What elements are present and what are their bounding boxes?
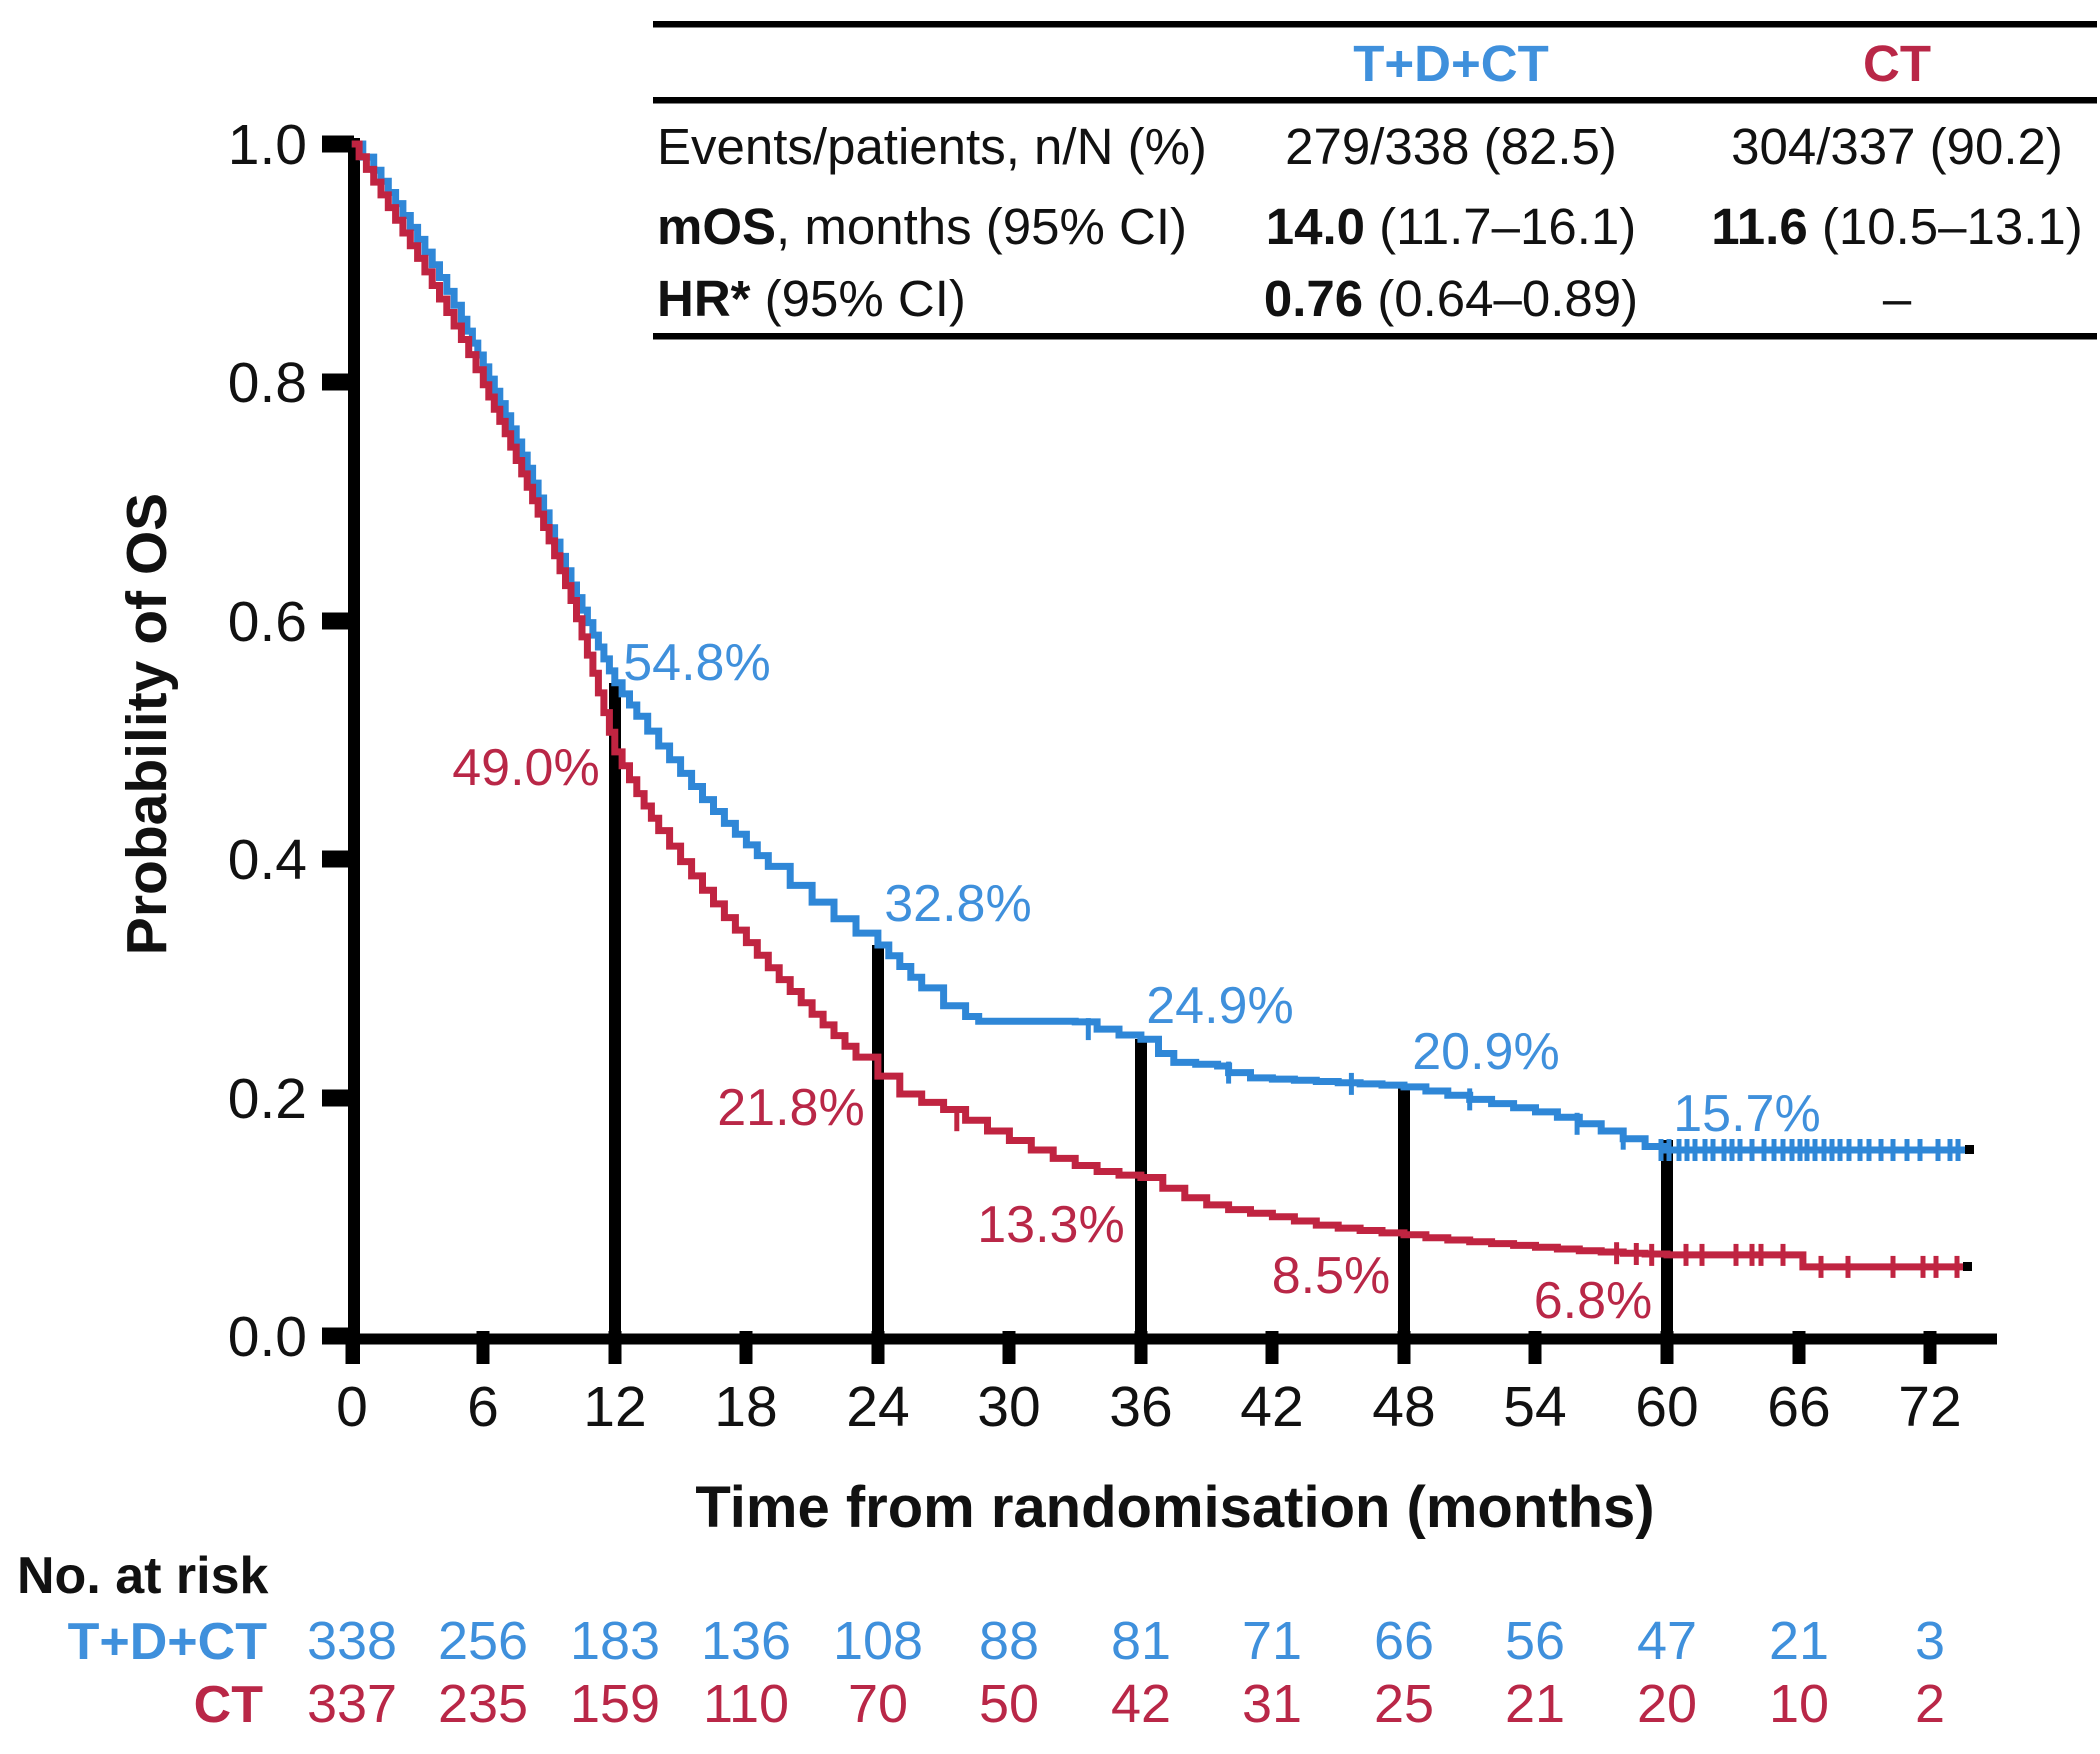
svg-text:T+D+CT: T+D+CT (68, 1613, 268, 1671)
svg-text:Time from randomisation (month: Time from randomisation (months) (695, 1475, 1654, 1540)
svg-text:30: 30 (977, 1375, 1040, 1439)
svg-text:60: 60 (1635, 1375, 1698, 1439)
svg-text:HR* (95% CI): HR* (95% CI) (657, 270, 966, 327)
svg-text:48: 48 (1372, 1375, 1435, 1439)
svg-text:42: 42 (1111, 1674, 1171, 1734)
svg-text:6: 6 (467, 1375, 499, 1439)
svg-text:110: 110 (703, 1674, 789, 1734)
svg-text:13.3%: 13.3% (977, 1196, 1124, 1254)
svg-text:15.7%: 15.7% (1673, 1085, 1820, 1143)
svg-text:338: 338 (307, 1611, 397, 1671)
svg-text:36: 36 (1109, 1375, 1172, 1439)
svg-text:50: 50 (979, 1674, 1039, 1734)
svg-text:No. at risk: No. at risk (17, 1547, 268, 1605)
svg-text:CT: CT (194, 1676, 264, 1734)
svg-text:2: 2 (1915, 1674, 1945, 1734)
svg-text:88: 88 (979, 1611, 1039, 1671)
svg-text:0: 0 (336, 1375, 368, 1439)
svg-text:108: 108 (833, 1611, 923, 1671)
svg-text:70: 70 (848, 1674, 908, 1734)
svg-text:54: 54 (1503, 1375, 1566, 1439)
svg-text:0.76 (0.64–0.89): 0.76 (0.64–0.89) (1264, 270, 1638, 327)
svg-text:12: 12 (583, 1375, 646, 1439)
svg-text:21: 21 (1769, 1611, 1829, 1671)
svg-text:136: 136 (701, 1611, 791, 1671)
svg-text:–: – (1883, 270, 1912, 327)
svg-text:14.0 (11.7–16.1): 14.0 (11.7–16.1) (1266, 198, 1637, 255)
svg-text:21: 21 (1505, 1674, 1565, 1734)
svg-text:304/337 (90.2): 304/337 (90.2) (1731, 118, 2063, 175)
svg-text:1.0: 1.0 (228, 113, 307, 177)
svg-text:0.6: 0.6 (228, 590, 307, 654)
svg-text:11.6 (10.5–13.1): 11.6 (10.5–13.1) (1711, 198, 2082, 255)
svg-text:183: 183 (570, 1611, 660, 1671)
svg-text:0.8: 0.8 (228, 351, 307, 415)
svg-text:Probability of OS: Probability of OS (115, 493, 179, 955)
svg-text:49.0%: 49.0% (452, 739, 599, 797)
svg-text:0.4: 0.4 (228, 828, 307, 892)
svg-text:31: 31 (1242, 1674, 1302, 1734)
svg-text:T+D+CT: T+D+CT (1353, 35, 1549, 92)
svg-text:54.8%: 54.8% (623, 634, 770, 692)
svg-text:10: 10 (1769, 1674, 1829, 1734)
svg-text:56: 56 (1505, 1611, 1565, 1671)
svg-text:CT: CT (1863, 35, 1931, 92)
svg-text:256: 256 (438, 1611, 528, 1671)
svg-text:81: 81 (1111, 1611, 1171, 1671)
svg-text:337: 337 (307, 1674, 397, 1734)
svg-text:3: 3 (1915, 1611, 1945, 1671)
svg-text:mOS, months (95% CI): mOS, months (95% CI) (657, 198, 1187, 255)
svg-text:18: 18 (714, 1375, 777, 1439)
svg-text:0.0: 0.0 (228, 1305, 307, 1369)
svg-text:Events/patients, n/N (%): Events/patients, n/N (%) (657, 118, 1207, 175)
svg-text:279/338 (82.5): 279/338 (82.5) (1285, 118, 1617, 175)
svg-text:32.8%: 32.8% (884, 875, 1031, 933)
svg-text:42: 42 (1240, 1375, 1303, 1439)
svg-text:71: 71 (1242, 1611, 1302, 1671)
svg-text:235: 235 (438, 1674, 528, 1734)
svg-text:72: 72 (1898, 1375, 1961, 1439)
svg-text:24: 24 (846, 1375, 909, 1439)
svg-text:24.9%: 24.9% (1146, 977, 1293, 1035)
svg-text:47: 47 (1637, 1611, 1697, 1671)
svg-text:0.2: 0.2 (228, 1067, 307, 1131)
svg-text:66: 66 (1767, 1375, 1830, 1439)
svg-text:25: 25 (1374, 1674, 1434, 1734)
svg-text:8.5%: 8.5% (1272, 1247, 1391, 1305)
svg-text:20: 20 (1637, 1674, 1697, 1734)
svg-text:6.8%: 6.8% (1534, 1272, 1653, 1330)
svg-text:21.8%: 21.8% (717, 1079, 864, 1137)
svg-text:159: 159 (570, 1674, 660, 1734)
svg-text:66: 66 (1374, 1611, 1434, 1671)
svg-text:20.9%: 20.9% (1412, 1023, 1559, 1081)
